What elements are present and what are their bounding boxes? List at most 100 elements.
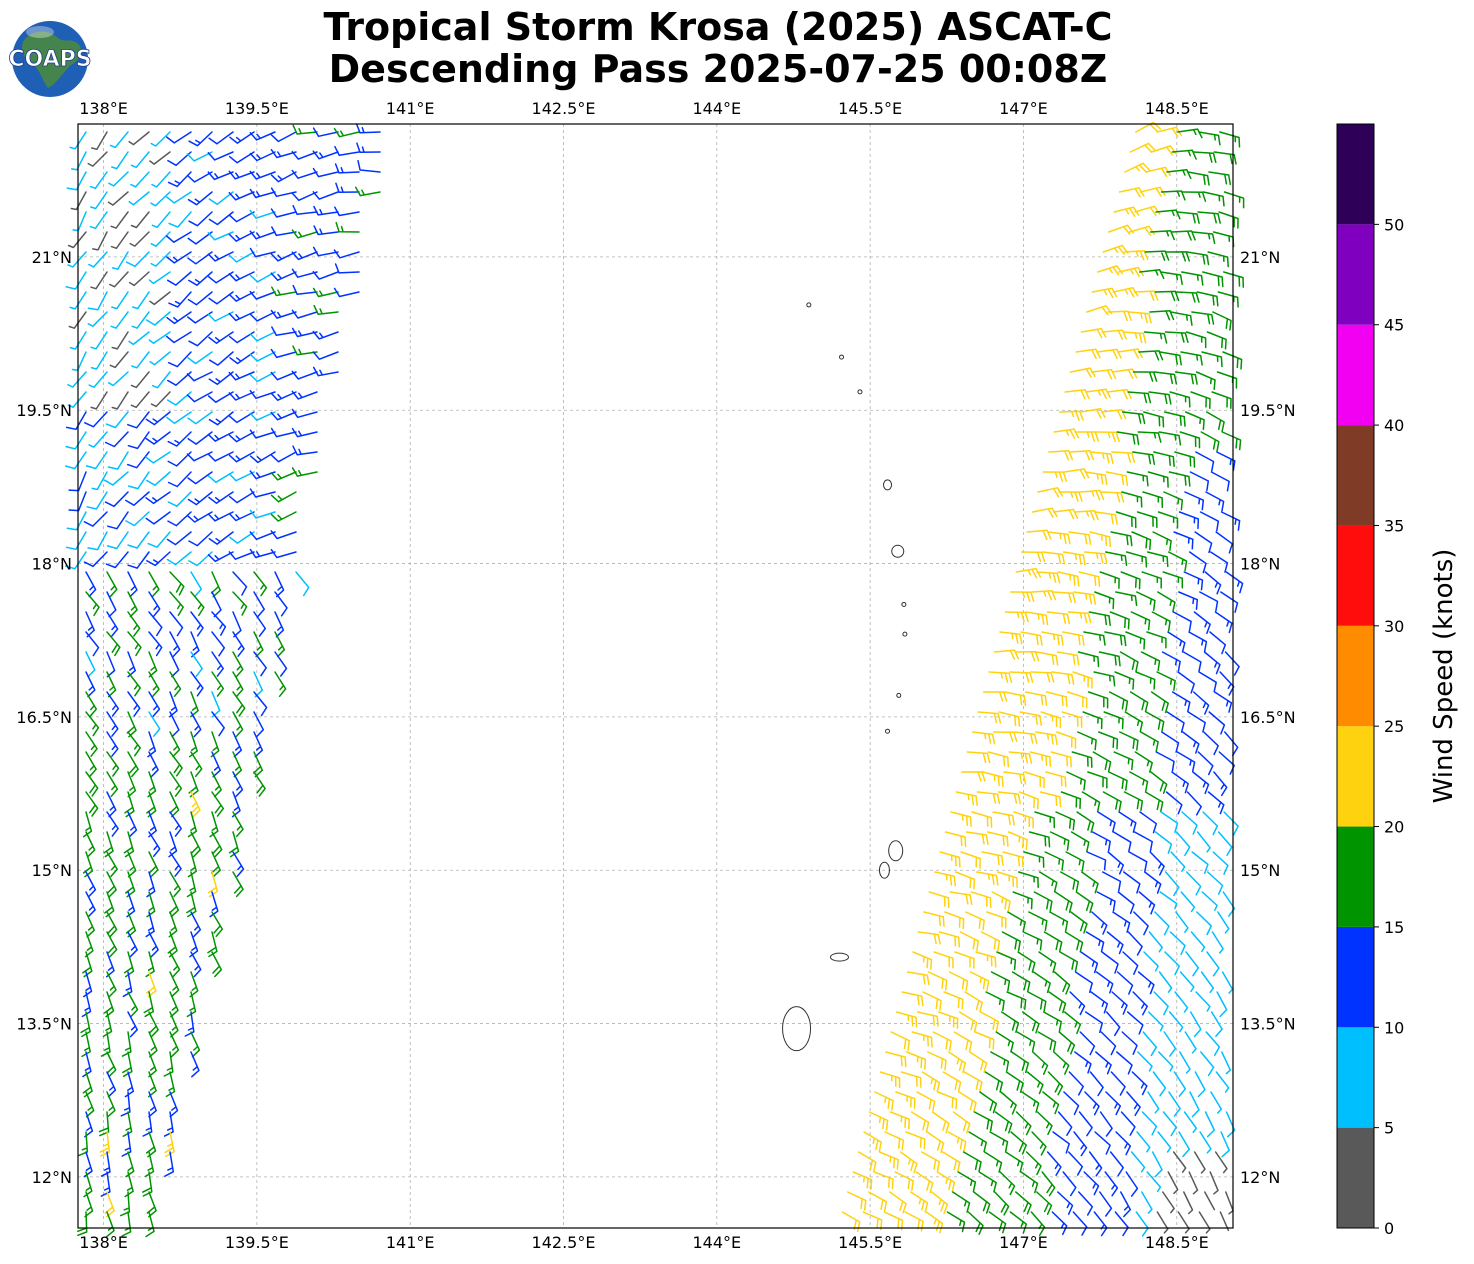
wind-barb bbox=[1202, 811, 1219, 836]
wind-barb bbox=[1003, 771, 1027, 785]
wind-barb bbox=[1002, 851, 1024, 868]
wind-barb bbox=[1131, 531, 1152, 551]
wind-barb bbox=[1085, 931, 1105, 953]
wind-barb bbox=[1110, 1071, 1126, 1096]
wind-barb bbox=[167, 491, 192, 507]
wind-barb bbox=[979, 1011, 1000, 1032]
wind-barb bbox=[1089, 531, 1112, 548]
lat-tick-label-right: 15°N bbox=[1240, 861, 1280, 880]
wind-barb bbox=[1204, 1191, 1216, 1211]
wind-barb bbox=[145, 491, 171, 505]
wind-barb bbox=[1127, 931, 1143, 956]
wind-barb bbox=[188, 731, 198, 758]
wind-barb bbox=[1121, 411, 1146, 425]
wind-barb bbox=[169, 631, 181, 658]
wind-barb bbox=[249, 131, 276, 141]
wind-barb bbox=[967, 1211, 984, 1235]
wind-barb bbox=[1124, 162, 1151, 173]
wind-barb bbox=[1142, 1031, 1158, 1057]
wind-barb bbox=[933, 951, 954, 969]
wind-barb bbox=[103, 831, 114, 858]
wind-barb bbox=[969, 971, 990, 992]
wind-barb bbox=[1179, 1051, 1191, 1074]
colorbar-frame bbox=[1336, 123, 1375, 1229]
wind-barb bbox=[1154, 911, 1170, 936]
wind-barb bbox=[1189, 471, 1210, 492]
wind-barb bbox=[166, 251, 192, 264]
wind-barb bbox=[1106, 931, 1124, 955]
wind-barb bbox=[944, 911, 965, 930]
island-outline bbox=[883, 479, 893, 491]
wind-barb bbox=[988, 671, 1013, 684]
wind-barb bbox=[1210, 471, 1230, 492]
wind-barb bbox=[145, 451, 171, 464]
wind-barb bbox=[1084, 471, 1108, 486]
wind-barb bbox=[1195, 991, 1211, 1012]
wind-barb bbox=[1144, 791, 1164, 813]
wind-barb bbox=[1137, 431, 1162, 443]
wind-barb bbox=[1199, 591, 1219, 612]
wind-barb bbox=[87, 291, 108, 311]
wind-barb bbox=[190, 651, 203, 677]
wind-barb bbox=[946, 1211, 966, 1233]
wind-barb bbox=[209, 811, 219, 838]
lon-tick-label-bottom: 148.5°E bbox=[1145, 1233, 1209, 1252]
wind-barb bbox=[166, 271, 192, 286]
wind-barb bbox=[1099, 1111, 1113, 1137]
wind-barb bbox=[167, 171, 192, 188]
wind-barb bbox=[145, 431, 171, 445]
wind-barb bbox=[312, 351, 339, 360]
wind-barb bbox=[1184, 411, 1205, 431]
wind-barb bbox=[1221, 1051, 1232, 1075]
wind-barb bbox=[1208, 171, 1232, 186]
wind-barb bbox=[228, 471, 255, 482]
wind-barb bbox=[1026, 1071, 1044, 1095]
wind-barb bbox=[1142, 491, 1164, 509]
wind-barb bbox=[1000, 1091, 1017, 1115]
wind-barb bbox=[249, 429, 276, 439]
wind-barb bbox=[1100, 409, 1127, 420]
wind-barb bbox=[1143, 871, 1162, 894]
wind-barb bbox=[1106, 388, 1132, 400]
colorbar-bin bbox=[1337, 926, 1374, 1028]
wind-barb bbox=[1058, 1031, 1076, 1055]
wind-barb bbox=[85, 711, 100, 737]
wind-barb bbox=[1091, 911, 1108, 935]
wind-barb bbox=[1015, 1191, 1032, 1215]
colorbar-bin bbox=[1337, 1027, 1374, 1128]
wind-barb bbox=[130, 391, 150, 409]
wind-barb bbox=[1054, 891, 1073, 913]
wind-barb bbox=[188, 551, 213, 567]
wind-barb bbox=[312, 167, 339, 178]
wind-barb bbox=[103, 471, 129, 486]
wind-barb bbox=[187, 851, 198, 878]
wind-barb bbox=[208, 331, 234, 344]
wind-barb bbox=[1053, 428, 1080, 439]
wind-barb bbox=[110, 211, 129, 229]
wind-barb bbox=[895, 1011, 918, 1028]
wind-barb bbox=[1200, 431, 1220, 452]
wind-barb bbox=[150, 251, 171, 267]
wind-barb bbox=[931, 1191, 949, 1215]
wind-barb bbox=[1163, 1031, 1177, 1057]
wind-barb bbox=[1042, 1091, 1060, 1115]
wind-barb bbox=[84, 411, 108, 428]
wind-barb bbox=[187, 491, 213, 506]
wind-barb bbox=[1146, 551, 1169, 568]
wind-barb bbox=[1011, 1051, 1030, 1074]
wind-barb bbox=[271, 286, 297, 297]
wind-barb bbox=[1170, 311, 1193, 326]
wind-barb bbox=[1132, 451, 1156, 465]
wind-barb bbox=[110, 231, 129, 250]
lon-tick-label-top: 144°E bbox=[692, 99, 741, 118]
wind-barb bbox=[1122, 331, 1147, 344]
wind-barb bbox=[1201, 351, 1223, 368]
wind-barb bbox=[1164, 871, 1180, 897]
wind-barb bbox=[1022, 931, 1043, 951]
wind-barb bbox=[1057, 571, 1080, 587]
wind-barb bbox=[334, 263, 360, 274]
wind-barb bbox=[111, 151, 129, 170]
wind-barb bbox=[1163, 411, 1186, 427]
wind-barb bbox=[295, 571, 310, 597]
wind-barb bbox=[148, 931, 159, 958]
